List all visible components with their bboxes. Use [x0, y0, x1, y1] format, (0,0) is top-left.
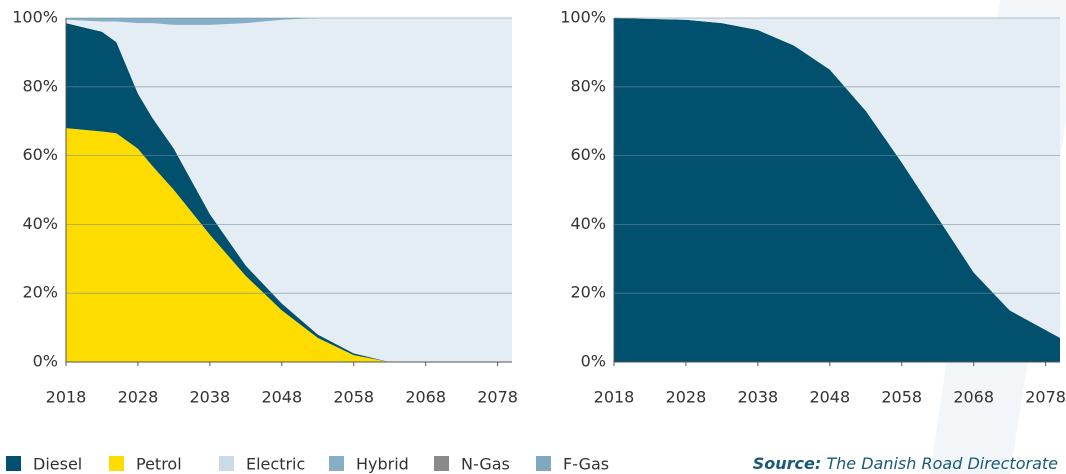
x-tick-label: 2078 [1025, 388, 1066, 407]
source: Source: The Danish Road Directorate [753, 454, 1058, 473]
area [66, 18, 512, 25]
legend-swatch [536, 456, 551, 471]
x-tick-label: 2068 [405, 388, 446, 407]
y-tick-label: 80% [22, 76, 58, 95]
area [66, 23, 512, 362]
y-tick-label: 40% [570, 214, 606, 233]
y-tick-label: 20% [570, 283, 606, 302]
legend-label: F-Gas [563, 455, 609, 474]
legend-swatch [6, 456, 21, 471]
x-tick-label: 2058 [333, 388, 374, 407]
y-tick-label: 60% [22, 145, 58, 164]
x-tick-label: 2048 [809, 388, 850, 407]
source-label: Source: [753, 454, 822, 473]
legend-label: Hybrid [356, 455, 409, 474]
area [66, 128, 512, 362]
y-tick-label: 0% [33, 352, 58, 371]
legend-swatch [109, 456, 124, 471]
legend-label: Petrol [136, 455, 182, 474]
x-tick-label: 2068 [953, 388, 994, 407]
legend-swatch [219, 456, 234, 471]
area [614, 18, 1060, 338]
area [614, 18, 1060, 362]
legend-label: N-Gas [461, 455, 510, 474]
y-tick-label: 100% [12, 8, 58, 27]
source-text: The Danish Road Directorate [826, 454, 1058, 473]
x-tick-label: 2038 [738, 388, 779, 407]
y-tick-label: 60% [570, 145, 606, 164]
y-tick-label: 0% [581, 352, 606, 371]
y-tick-label: 40% [22, 214, 58, 233]
area [66, 18, 512, 362]
legend-label: Diesel [33, 455, 82, 474]
x-tick-label: 2018 [46, 388, 87, 407]
x-tick-label: 2018 [594, 388, 635, 407]
x-tick-label: 2058 [881, 388, 922, 407]
y-tick-label: 80% [570, 76, 606, 95]
legend-label: Electric [246, 455, 305, 474]
y-tick-label: 100% [560, 8, 606, 27]
legend-swatch [434, 456, 449, 471]
x-tick-label: 2048 [261, 388, 302, 407]
legend-swatch [329, 456, 344, 471]
x-tick-label: 2078 [477, 388, 518, 407]
x-tick-label: 2028 [666, 388, 707, 407]
y-tick-label: 20% [22, 283, 58, 302]
x-tick-label: 2038 [190, 388, 231, 407]
x-tick-label: 2028 [118, 388, 159, 407]
